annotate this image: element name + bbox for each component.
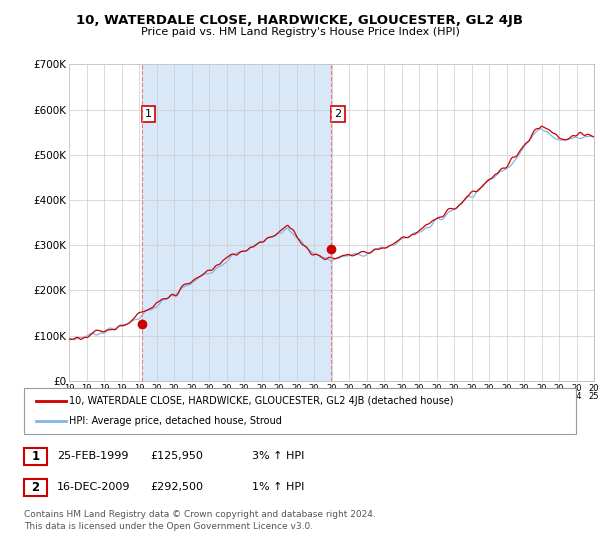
Text: Price paid vs. HM Land Registry's House Price Index (HPI): Price paid vs. HM Land Registry's House … bbox=[140, 27, 460, 37]
Text: 1: 1 bbox=[145, 109, 152, 119]
Text: Contains HM Land Registry data © Crown copyright and database right 2024.
This d: Contains HM Land Registry data © Crown c… bbox=[24, 510, 376, 531]
Text: 25-FEB-1999: 25-FEB-1999 bbox=[57, 451, 128, 461]
Text: 2: 2 bbox=[334, 109, 341, 119]
Text: 10, WATERDALE CLOSE, HARDWICKE, GLOUCESTER, GL2 4JB: 10, WATERDALE CLOSE, HARDWICKE, GLOUCEST… bbox=[77, 14, 523, 27]
Text: 16-DEC-2009: 16-DEC-2009 bbox=[57, 482, 131, 492]
Text: 10, WATERDALE CLOSE, HARDWICKE, GLOUCESTER, GL2 4JB (detached house): 10, WATERDALE CLOSE, HARDWICKE, GLOUCEST… bbox=[69, 396, 454, 406]
Text: 2: 2 bbox=[31, 480, 40, 494]
Text: 3% ↑ HPI: 3% ↑ HPI bbox=[252, 451, 304, 461]
Text: £292,500: £292,500 bbox=[150, 482, 203, 492]
Bar bbox=[142, 64, 331, 381]
Text: 1% ↑ HPI: 1% ↑ HPI bbox=[252, 482, 304, 492]
Text: £125,950: £125,950 bbox=[150, 451, 203, 461]
Text: HPI: Average price, detached house, Stroud: HPI: Average price, detached house, Stro… bbox=[69, 416, 282, 426]
Text: 1: 1 bbox=[31, 450, 40, 463]
